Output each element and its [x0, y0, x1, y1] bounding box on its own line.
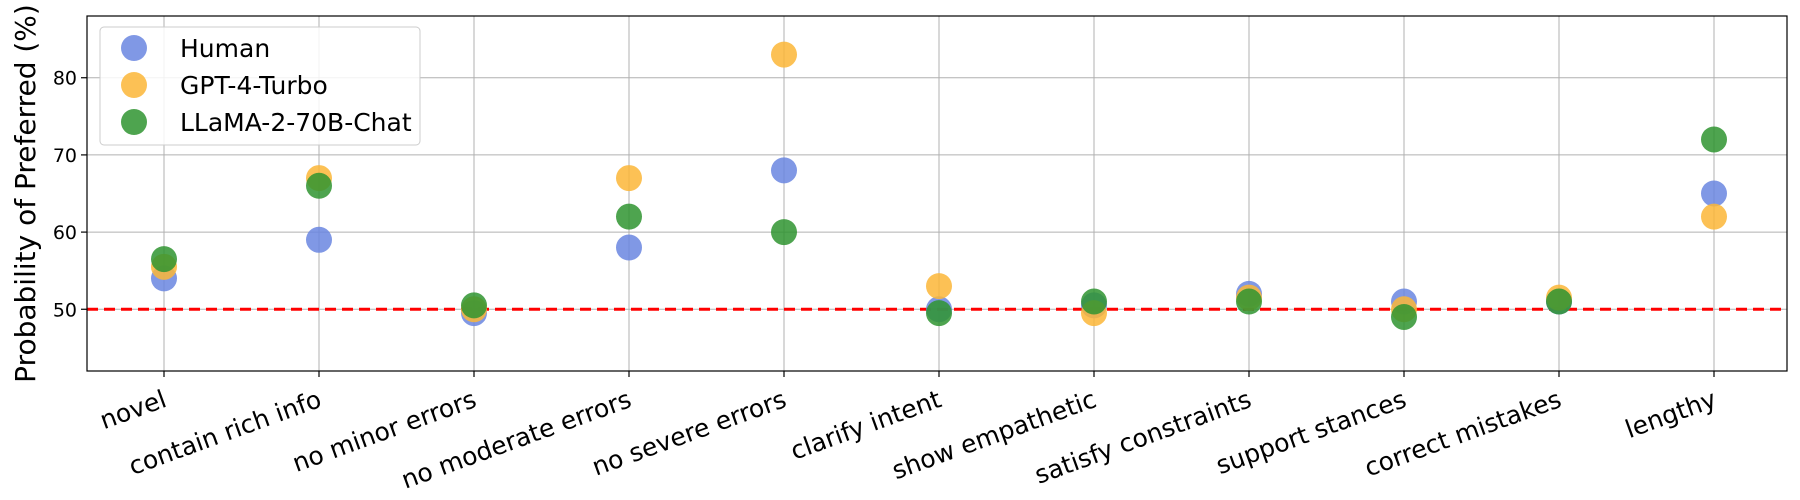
y-axis-title: Probability of Preferred (%) — [9, 4, 42, 383]
data-point — [151, 246, 177, 273]
data-point — [616, 234, 642, 261]
legend-marker — [121, 35, 147, 61]
y-axis-ticks: 50 60 70 80 — [53, 68, 87, 321]
grid — [87, 16, 1787, 371]
plot-frame — [86, 15, 1788, 372]
y-tick-label: 70 — [53, 145, 77, 167]
data-point — [771, 41, 797, 68]
data-point — [1701, 203, 1727, 230]
data-points — [151, 41, 1727, 330]
legend-label: Human — [180, 34, 270, 63]
legend-label: LLaMA-2-70B-Chat — [180, 108, 412, 137]
legend: Human GPT-4-Turbo LLaMA-2-70B-Chat — [99, 26, 421, 146]
x-tick-label: novel — [96, 384, 170, 435]
data-point — [1701, 180, 1727, 207]
data-point — [461, 292, 487, 319]
data-point — [1081, 288, 1107, 315]
data-point — [771, 157, 797, 184]
y-tick-label: 80 — [53, 68, 77, 90]
data-point — [926, 273, 952, 300]
legend-marker — [121, 109, 147, 135]
legend-box — [99, 26, 421, 146]
data-point — [1391, 303, 1417, 330]
data-point — [616, 203, 642, 230]
legend-label: GPT-4-Turbo — [180, 71, 328, 100]
data-point — [306, 172, 332, 199]
data-point — [771, 219, 797, 246]
x-tick-label: lengthy — [1621, 384, 1720, 444]
y-tick-label: 50 — [53, 299, 77, 321]
data-point — [616, 165, 642, 192]
data-point — [306, 226, 332, 253]
data-point — [926, 300, 952, 327]
legend-marker — [121, 72, 147, 98]
data-point — [1546, 288, 1572, 315]
y-tick-label: 60 — [53, 222, 77, 244]
data-point — [1701, 126, 1727, 153]
data-point — [1236, 288, 1262, 315]
